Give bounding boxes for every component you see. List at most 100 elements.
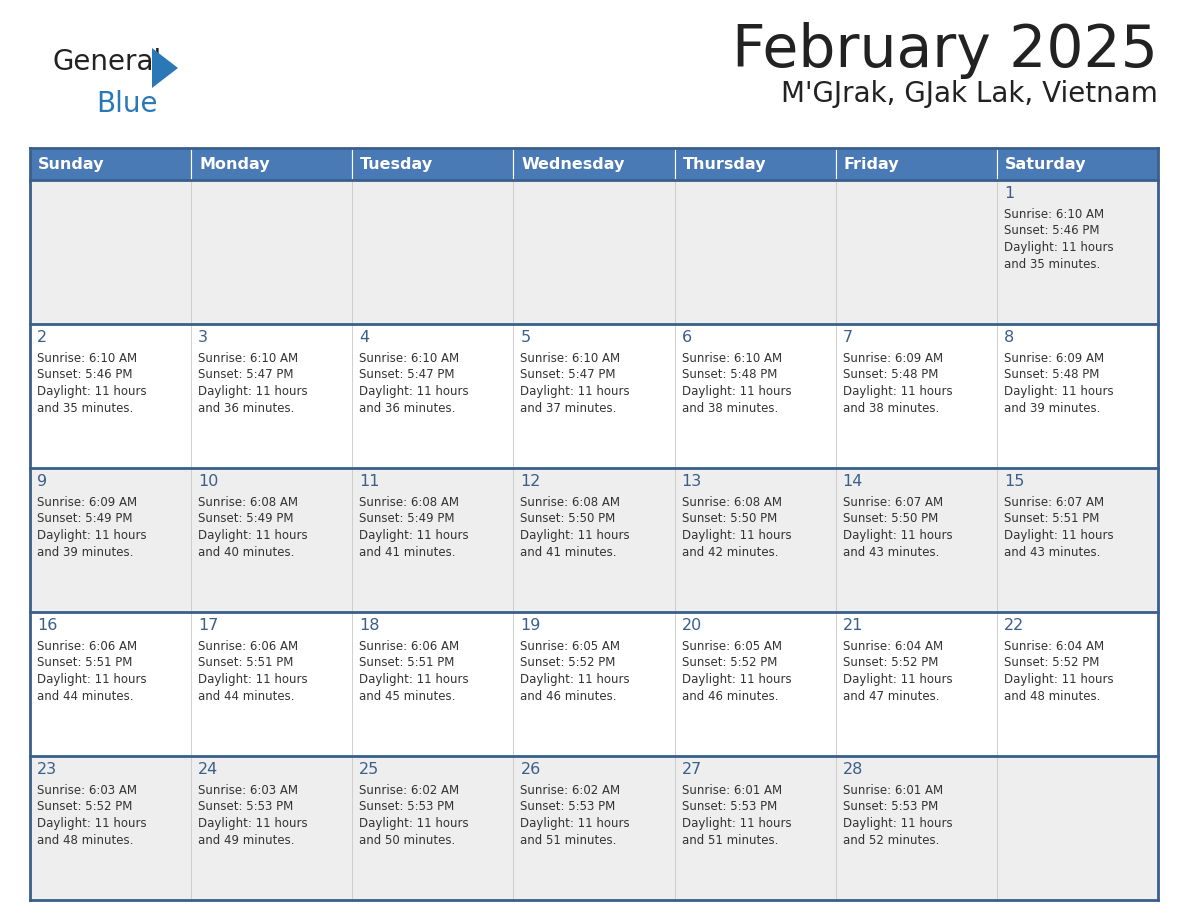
Polygon shape — [152, 48, 178, 88]
Text: and 48 minutes.: and 48 minutes. — [1004, 689, 1100, 702]
Bar — [353, 756, 513, 900]
Text: and 52 minutes.: and 52 minutes. — [842, 834, 939, 846]
Text: Daylight: 11 hours: Daylight: 11 hours — [198, 385, 308, 398]
Bar — [191, 148, 353, 180]
Text: Tuesday: Tuesday — [360, 156, 434, 172]
Bar — [997, 468, 1158, 612]
Text: 28: 28 — [842, 762, 864, 777]
Text: 13: 13 — [682, 474, 702, 489]
Text: Monday: Monday — [200, 156, 270, 172]
Text: Daylight: 11 hours: Daylight: 11 hours — [359, 673, 469, 686]
Text: Sunset: 5:52 PM: Sunset: 5:52 PM — [682, 656, 777, 669]
Text: and 51 minutes.: and 51 minutes. — [520, 834, 617, 846]
Bar — [191, 468, 353, 612]
Text: Sunrise: 6:04 AM: Sunrise: 6:04 AM — [842, 640, 943, 653]
Text: 16: 16 — [37, 618, 57, 633]
Text: and 39 minutes.: and 39 minutes. — [1004, 401, 1100, 415]
Bar — [997, 180, 1158, 324]
Text: Sunrise: 6:05 AM: Sunrise: 6:05 AM — [520, 640, 620, 653]
Text: and 46 minutes.: and 46 minutes. — [520, 689, 617, 702]
Bar — [353, 180, 513, 324]
Text: Daylight: 11 hours: Daylight: 11 hours — [842, 673, 953, 686]
Text: Sunrise: 6:06 AM: Sunrise: 6:06 AM — [37, 640, 137, 653]
Text: and 41 minutes.: and 41 minutes. — [359, 545, 456, 558]
Text: Sunrise: 6:09 AM: Sunrise: 6:09 AM — [1004, 352, 1104, 365]
Text: and 43 minutes.: and 43 minutes. — [842, 545, 939, 558]
Text: Sunset: 5:51 PM: Sunset: 5:51 PM — [37, 656, 132, 669]
Text: Sunset: 5:48 PM: Sunset: 5:48 PM — [1004, 368, 1099, 382]
Bar — [997, 148, 1158, 180]
Text: Sunrise: 6:01 AM: Sunrise: 6:01 AM — [682, 784, 782, 797]
Text: and 39 minutes.: and 39 minutes. — [37, 545, 133, 558]
Bar — [30, 468, 191, 612]
Bar — [513, 468, 675, 612]
Bar — [191, 756, 353, 900]
Text: and 44 minutes.: and 44 minutes. — [198, 689, 295, 702]
Text: Daylight: 11 hours: Daylight: 11 hours — [520, 385, 630, 398]
Bar — [191, 612, 353, 756]
Bar — [835, 148, 997, 180]
Text: Sunrise: 6:07 AM: Sunrise: 6:07 AM — [842, 496, 943, 509]
Text: 21: 21 — [842, 618, 864, 633]
Bar — [675, 324, 835, 468]
Text: and 47 minutes.: and 47 minutes. — [842, 689, 940, 702]
Text: Sunrise: 6:03 AM: Sunrise: 6:03 AM — [198, 784, 298, 797]
Bar — [30, 756, 191, 900]
Text: Sunrise: 6:08 AM: Sunrise: 6:08 AM — [682, 496, 782, 509]
Text: Daylight: 11 hours: Daylight: 11 hours — [359, 529, 469, 542]
Text: and 40 minutes.: and 40 minutes. — [198, 545, 295, 558]
Text: 4: 4 — [359, 330, 369, 345]
Text: 1: 1 — [1004, 186, 1015, 201]
Text: and 35 minutes.: and 35 minutes. — [37, 401, 133, 415]
Text: and 48 minutes.: and 48 minutes. — [37, 834, 133, 846]
Text: and 37 minutes.: and 37 minutes. — [520, 401, 617, 415]
Bar — [30, 180, 191, 324]
Text: and 49 minutes.: and 49 minutes. — [198, 834, 295, 846]
Text: Daylight: 11 hours: Daylight: 11 hours — [1004, 385, 1113, 398]
Text: Sunrise: 6:09 AM: Sunrise: 6:09 AM — [842, 352, 943, 365]
Text: Sunrise: 6:06 AM: Sunrise: 6:06 AM — [359, 640, 460, 653]
Text: 6: 6 — [682, 330, 691, 345]
Bar — [997, 756, 1158, 900]
Text: M'GJrak, GJak Lak, Vietnam: M'GJrak, GJak Lak, Vietnam — [782, 80, 1158, 108]
Bar — [513, 612, 675, 756]
Bar — [30, 324, 191, 468]
Text: 24: 24 — [198, 762, 219, 777]
Text: 18: 18 — [359, 618, 380, 633]
Text: Sunset: 5:49 PM: Sunset: 5:49 PM — [37, 512, 133, 525]
Text: 15: 15 — [1004, 474, 1024, 489]
Text: 5: 5 — [520, 330, 531, 345]
Text: Daylight: 11 hours: Daylight: 11 hours — [1004, 529, 1113, 542]
Text: 20: 20 — [682, 618, 702, 633]
Text: Sunrise: 6:08 AM: Sunrise: 6:08 AM — [359, 496, 460, 509]
Text: and 51 minutes.: and 51 minutes. — [682, 834, 778, 846]
Text: and 38 minutes.: and 38 minutes. — [682, 401, 778, 415]
Text: 12: 12 — [520, 474, 541, 489]
Bar — [835, 324, 997, 468]
Bar — [675, 756, 835, 900]
Text: Sunset: 5:52 PM: Sunset: 5:52 PM — [842, 656, 939, 669]
Text: Sunrise: 6:03 AM: Sunrise: 6:03 AM — [37, 784, 137, 797]
Text: 14: 14 — [842, 474, 864, 489]
Text: 3: 3 — [198, 330, 208, 345]
Text: Sunrise: 6:10 AM: Sunrise: 6:10 AM — [37, 352, 137, 365]
Bar — [513, 756, 675, 900]
Text: and 41 minutes.: and 41 minutes. — [520, 545, 617, 558]
Text: Daylight: 11 hours: Daylight: 11 hours — [682, 817, 791, 830]
Text: Sunset: 5:53 PM: Sunset: 5:53 PM — [842, 800, 939, 813]
Text: 10: 10 — [198, 474, 219, 489]
Bar — [191, 324, 353, 468]
Text: Sunrise: 6:10 AM: Sunrise: 6:10 AM — [1004, 208, 1104, 221]
Bar — [835, 468, 997, 612]
Text: 8: 8 — [1004, 330, 1015, 345]
Text: Sunset: 5:50 PM: Sunset: 5:50 PM — [842, 512, 939, 525]
Text: 7: 7 — [842, 330, 853, 345]
Text: Sunset: 5:51 PM: Sunset: 5:51 PM — [198, 656, 293, 669]
Bar — [513, 180, 675, 324]
Text: and 45 minutes.: and 45 minutes. — [359, 689, 456, 702]
Text: Sunset: 5:53 PM: Sunset: 5:53 PM — [359, 800, 455, 813]
Bar — [675, 468, 835, 612]
Bar — [835, 180, 997, 324]
Text: Sunset: 5:53 PM: Sunset: 5:53 PM — [520, 800, 615, 813]
Bar — [997, 324, 1158, 468]
